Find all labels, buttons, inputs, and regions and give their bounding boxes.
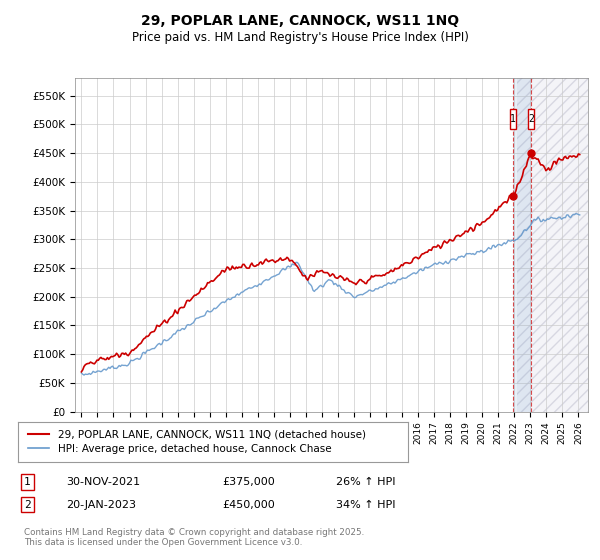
Text: 20-JAN-2023: 20-JAN-2023 <box>66 500 136 510</box>
Text: 30-NOV-2021: 30-NOV-2021 <box>66 477 140 487</box>
Text: £375,000: £375,000 <box>222 477 275 487</box>
Text: Price paid vs. HM Land Registry's House Price Index (HPI): Price paid vs. HM Land Registry's House … <box>131 31 469 44</box>
Text: 26% ↑ HPI: 26% ↑ HPI <box>336 477 395 487</box>
Legend: 29, POPLAR LANE, CANNOCK, WS11 1NQ (detached house), HPI: Average price, detache: 29, POPLAR LANE, CANNOCK, WS11 1NQ (deta… <box>23 424 371 459</box>
FancyBboxPatch shape <box>510 109 516 129</box>
Bar <box>517 78 588 412</box>
Text: 2: 2 <box>24 500 31 510</box>
Text: 34% ↑ HPI: 34% ↑ HPI <box>336 500 395 510</box>
Text: Contains HM Land Registry data © Crown copyright and database right 2025.
This d: Contains HM Land Registry data © Crown c… <box>24 528 364 547</box>
Text: £450,000: £450,000 <box>222 500 275 510</box>
FancyBboxPatch shape <box>528 109 534 129</box>
Text: 29, POPLAR LANE, CANNOCK, WS11 1NQ: 29, POPLAR LANE, CANNOCK, WS11 1NQ <box>141 14 459 28</box>
Bar <box>513 78 531 412</box>
Text: 2: 2 <box>528 114 534 124</box>
Text: 1: 1 <box>510 114 516 124</box>
Bar <box>517 78 588 412</box>
Text: 1: 1 <box>24 477 31 487</box>
